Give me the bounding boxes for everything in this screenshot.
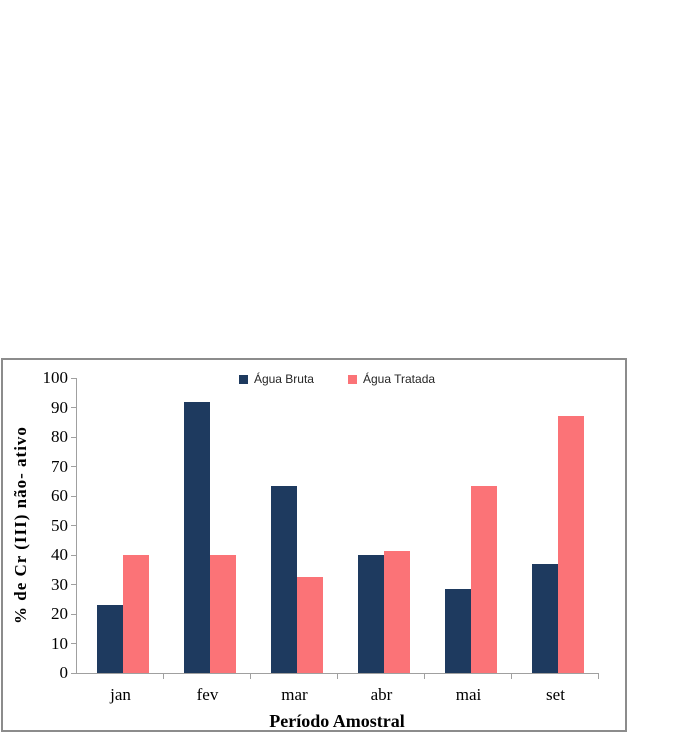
y-tick-label: 0 xyxy=(59,663,69,682)
bar-group-mai xyxy=(425,378,512,673)
bar-mar-bruta xyxy=(270,485,297,673)
x-tick-mark xyxy=(424,673,425,679)
y-tick-label: 100 xyxy=(42,368,69,387)
y-tick-mark xyxy=(71,554,76,556)
y-tick-mark xyxy=(71,584,76,585)
y-tick-mark xyxy=(71,377,76,379)
y-tick-mark xyxy=(71,643,76,644)
y-tick-label: 20 xyxy=(51,604,68,623)
legend-swatch-agua-bruta-icon xyxy=(238,374,248,384)
y-tick-label: 90 xyxy=(51,397,68,417)
bar-group-fev xyxy=(164,378,251,673)
x-tick-mark xyxy=(598,673,599,679)
bar-abr-bruta xyxy=(357,555,384,673)
legend-label-agua-bruta: Água Bruta xyxy=(253,372,314,386)
x-category-label-set: set xyxy=(546,685,565,704)
x-category-label-abr: abr xyxy=(370,685,393,704)
bar-group-mar xyxy=(251,378,338,673)
plot-area: 0 10 20 30 40 50 60 70 80 90 100 jan fev mar abr mai set xyxy=(43,369,599,704)
x-tick-mark xyxy=(250,673,251,679)
y-tick-mark xyxy=(71,613,76,615)
bar-fev-tratada xyxy=(209,555,236,673)
legend-item-agua-tratada: Água Tratada xyxy=(347,372,436,386)
bar-mar-tratada xyxy=(296,577,323,673)
x-tick-mark xyxy=(163,673,164,679)
legend-swatch-agua-tratada-icon xyxy=(347,374,357,384)
x-category-label-mar: mar xyxy=(281,685,308,704)
y-tick-mark xyxy=(71,407,76,408)
bar-group-abr xyxy=(338,378,425,673)
y-tick-label: 70 xyxy=(51,456,68,476)
x-category-label-fev: fev xyxy=(196,685,219,704)
bar-mai-bruta xyxy=(444,588,471,673)
x-category-label-mai: mai xyxy=(455,685,482,704)
y-tick-mark xyxy=(71,672,76,674)
chart-legend: Água Bruta Água Tratada xyxy=(76,369,598,389)
x-category-label-jan: jan xyxy=(110,685,131,704)
y-tick-mark xyxy=(71,466,76,467)
legend-item-agua-bruta: Água Bruta xyxy=(238,372,314,386)
y-tick-mark xyxy=(71,436,76,438)
y-tick-mark xyxy=(71,525,76,526)
chart-container: Água Bruta Água Tratada % de Cr (III) nã… xyxy=(1,358,627,732)
y-tick-label: 80 xyxy=(51,427,68,446)
y-tick-label: 10 xyxy=(51,633,68,653)
bar-group-set xyxy=(512,378,599,673)
y-tick-label: 40 xyxy=(51,545,68,564)
bar-abr-tratada xyxy=(383,550,410,673)
x-tick-mark xyxy=(337,673,338,679)
y-tick-label: 50 xyxy=(51,515,68,535)
x-axis-title: Período Amostral xyxy=(269,711,405,731)
y-tick-label: 60 xyxy=(51,486,68,505)
bar-set-tratada xyxy=(557,416,584,673)
y-tick-label: 30 xyxy=(51,574,68,594)
bar-jan-bruta xyxy=(96,605,123,673)
bar-set-bruta xyxy=(531,563,558,673)
bar-mai-tratada xyxy=(470,485,497,673)
legend-label-agua-tratada: Água Tratada xyxy=(362,372,436,386)
x-tick-mark xyxy=(511,673,512,679)
bar-fev-bruta xyxy=(183,401,210,673)
bar-group-jan xyxy=(77,378,164,673)
y-tick-mark xyxy=(71,495,76,497)
bar-jan-tratada xyxy=(122,555,149,673)
